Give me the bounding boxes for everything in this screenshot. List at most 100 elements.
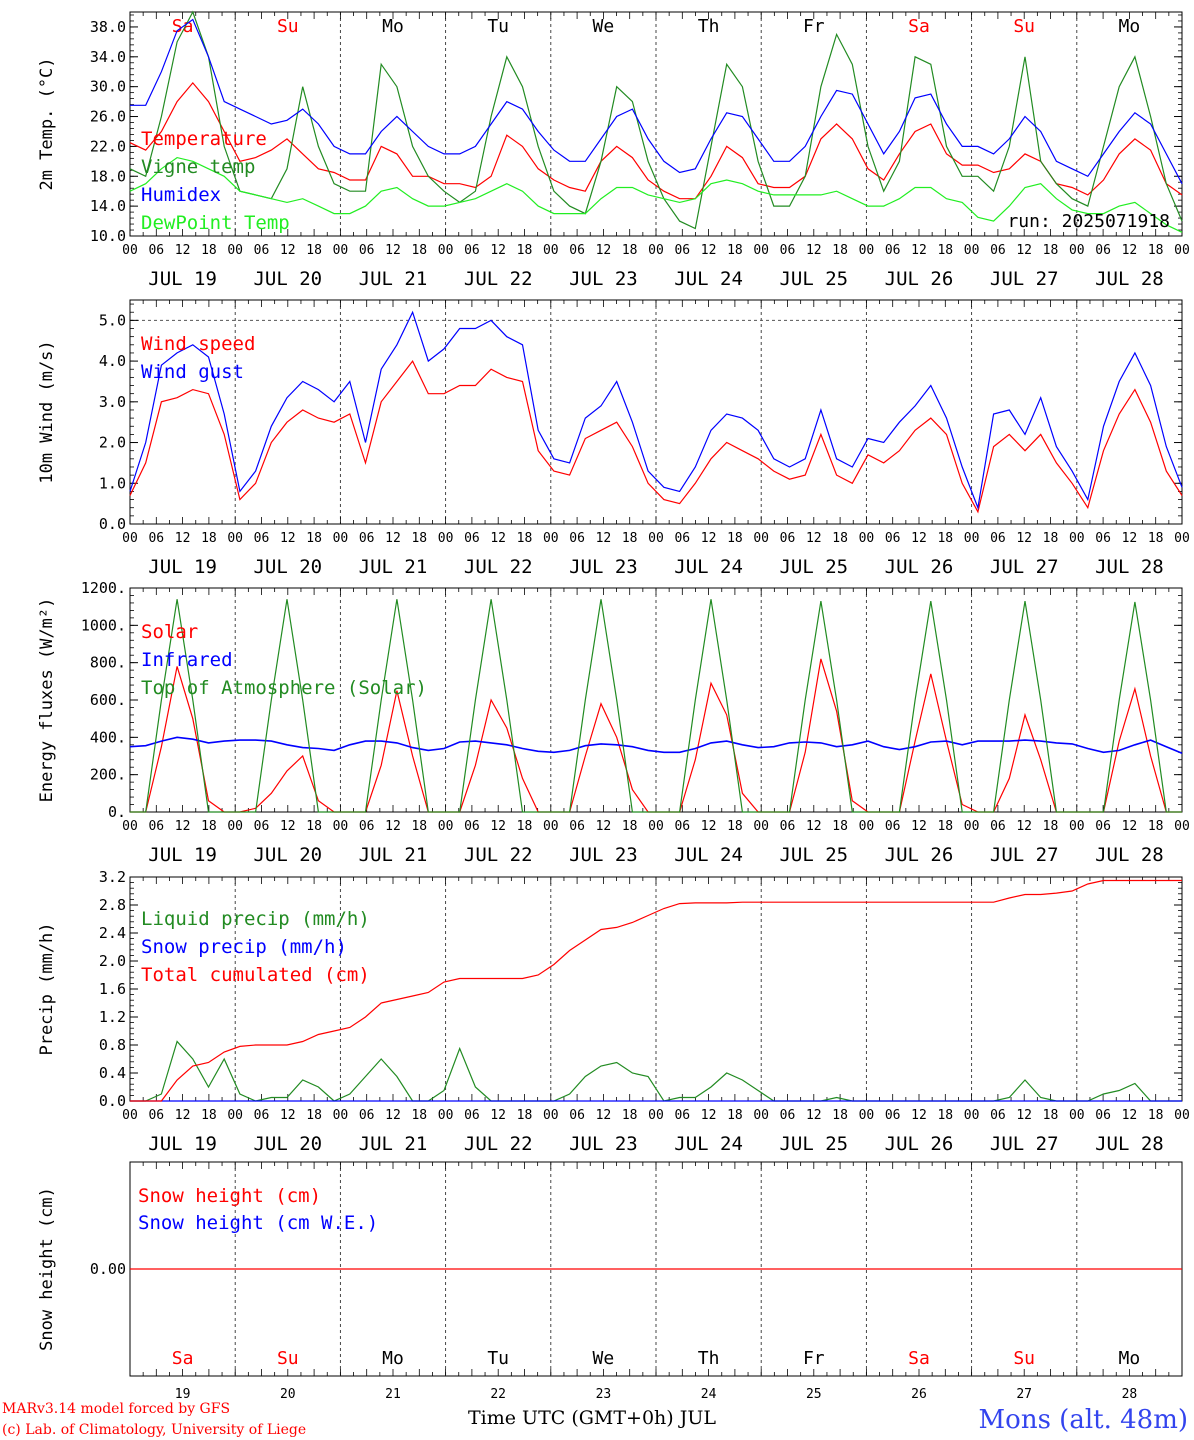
x-hour-label: 12 bbox=[385, 1108, 401, 1123]
x-hour-label: 00 bbox=[122, 243, 138, 258]
x-hour-label: 06 bbox=[674, 819, 690, 834]
x-hour-label: 18 bbox=[1148, 531, 1164, 546]
y-tick-label: 3.2 bbox=[99, 868, 126, 886]
x-hour-label: 18 bbox=[517, 531, 533, 546]
x-hour-label: 00 bbox=[1069, 819, 1085, 834]
day-name-label: Tu bbox=[487, 1348, 509, 1369]
x-date-label: JUL 27 bbox=[990, 1133, 1059, 1155]
x-day-number: 27 bbox=[1016, 1387, 1032, 1402]
x-hour-label: 00 bbox=[543, 819, 559, 834]
y-tick-label: 2.8 bbox=[99, 896, 126, 914]
x-hour-label: 00 bbox=[543, 1108, 559, 1123]
x-date-label: JUL 19 bbox=[148, 268, 217, 290]
x-hour-label: 06 bbox=[254, 243, 270, 258]
x-hour-label: 12 bbox=[596, 531, 612, 546]
x-hour-label: 06 bbox=[780, 531, 796, 546]
legend-entry: Total cumulated (cm) bbox=[141, 964, 370, 986]
x-hour-label: 12 bbox=[1122, 1108, 1138, 1123]
x-date-label: JUL 25 bbox=[779, 844, 848, 866]
credits-line-1: MARv3.14 model forced by GFS bbox=[2, 1401, 230, 1417]
x-hour-label: 00 bbox=[1174, 1108, 1190, 1123]
day-name-label: We bbox=[593, 16, 615, 37]
day-name-label: Tu bbox=[487, 16, 509, 37]
x-hour-label: 00 bbox=[964, 819, 980, 834]
x-date-label: JUL 28 bbox=[1095, 844, 1164, 866]
x-hour-label: 00 bbox=[859, 531, 875, 546]
y-tick-label: 2.0 bbox=[99, 434, 126, 452]
x-hour-label: 12 bbox=[1016, 243, 1032, 258]
plot-frame bbox=[129, 299, 1183, 525]
day-name-label: Su bbox=[277, 1348, 299, 1369]
x-hour-label: 12 bbox=[1122, 531, 1138, 546]
x-hour-label: 00 bbox=[859, 243, 875, 258]
x-hour-label: 00 bbox=[333, 1108, 349, 1123]
y-tick-label: 5.0 bbox=[99, 311, 126, 329]
x-hour-label: 00 bbox=[1069, 1108, 1085, 1123]
legend-entry: Snow height (cm W.E.) bbox=[138, 1212, 378, 1234]
x-hour-label: 06 bbox=[674, 1108, 690, 1123]
x-hour-label: 18 bbox=[517, 1108, 533, 1123]
x-date-label: JUL 25 bbox=[779, 268, 848, 290]
x-hour-label: 12 bbox=[596, 243, 612, 258]
x-hour-label: 06 bbox=[254, 1108, 270, 1123]
x-hour-label: 06 bbox=[674, 243, 690, 258]
x-hour-label: 00 bbox=[122, 819, 138, 834]
x-hour-label: 06 bbox=[1095, 243, 1111, 258]
x-hour-label: 18 bbox=[1043, 819, 1059, 834]
x-date-label: JUL 28 bbox=[1095, 1133, 1164, 1155]
x-hour-label: 06 bbox=[885, 531, 901, 546]
x-date-label: JUL 24 bbox=[674, 556, 743, 578]
x-hour-label: 06 bbox=[464, 819, 480, 834]
x-hour-label: 06 bbox=[990, 531, 1006, 546]
x-hour-label: 06 bbox=[464, 531, 480, 546]
x-hour-label: 06 bbox=[464, 1108, 480, 1123]
x-hour-label: 12 bbox=[175, 1108, 191, 1123]
x-hour-label: 00 bbox=[859, 819, 875, 834]
y-tick-label: 0. bbox=[108, 803, 126, 821]
series-line-0 bbox=[130, 1040, 1182, 1102]
y-tick-label: 30.0 bbox=[90, 78, 126, 96]
legend-entry: Solar bbox=[141, 621, 198, 643]
x-hour-label: 00 bbox=[648, 1108, 664, 1123]
panels-group: 10.0 14.0 18.0 22.0 26.0 30.0 34.0 38.0 2m Temp.… bbox=[37, 10, 1190, 1402]
x-hour-label: 00 bbox=[753, 243, 769, 258]
x-date-label: JUL 25 bbox=[779, 556, 848, 578]
y-tick-label: 400. bbox=[90, 728, 126, 746]
x-date-label: JUL 24 bbox=[674, 1133, 743, 1155]
x-hour-label: 18 bbox=[306, 243, 322, 258]
x-hour-label: 06 bbox=[780, 819, 796, 834]
y-tick-label: 26.0 bbox=[90, 108, 126, 126]
x-date-label: JUL 28 bbox=[1095, 268, 1164, 290]
x-hour-label: 06 bbox=[990, 819, 1006, 834]
y-tick-label: 800. bbox=[90, 654, 126, 672]
x-hour-label: 06 bbox=[780, 243, 796, 258]
day-name-label: Su bbox=[1013, 16, 1035, 37]
x-hour-label: 18 bbox=[306, 531, 322, 546]
x-hour-label: 18 bbox=[727, 243, 743, 258]
x-day-number: 22 bbox=[490, 1387, 506, 1402]
y-axis-label: Energy fluxes (W/m²) bbox=[37, 598, 57, 803]
y-tick-label: 1200. bbox=[81, 579, 126, 597]
x-hour-label: 00 bbox=[648, 243, 664, 258]
y-tick-label: 4.0 bbox=[99, 352, 126, 370]
x-hour-label: 06 bbox=[1095, 1108, 1111, 1123]
day-name-label: Su bbox=[1013, 1348, 1035, 1369]
y-tick-label: 0.00 bbox=[90, 1260, 126, 1278]
legend-entry: DewPoint Temp bbox=[141, 212, 290, 234]
x-date-label: JUL 21 bbox=[359, 844, 428, 866]
x-hour-label: 18 bbox=[1148, 1108, 1164, 1123]
x-date-label: JUL 21 bbox=[359, 1133, 428, 1155]
x-hour-label: 18 bbox=[201, 819, 217, 834]
x-hour-label: 18 bbox=[727, 1108, 743, 1123]
x-date-label: JUL 20 bbox=[253, 556, 322, 578]
x-axis-title: Time UTC (GMT+0h) JUL bbox=[468, 1407, 716, 1429]
day-name-label: We bbox=[593, 1348, 615, 1369]
x-hour-label: 00 bbox=[1174, 531, 1190, 546]
y-tick-label: 10.0 bbox=[90, 227, 126, 245]
x-hour-label: 12 bbox=[806, 531, 822, 546]
run-label: run: 2025071918 bbox=[1007, 211, 1170, 232]
panel-3: 0. 200. 400. 600. 800. 1000. 1200. Energy fluxe… bbox=[37, 579, 1190, 866]
x-hour-label: 12 bbox=[490, 531, 506, 546]
x-hour-label: 12 bbox=[385, 531, 401, 546]
x-hour-label: 18 bbox=[937, 531, 953, 546]
